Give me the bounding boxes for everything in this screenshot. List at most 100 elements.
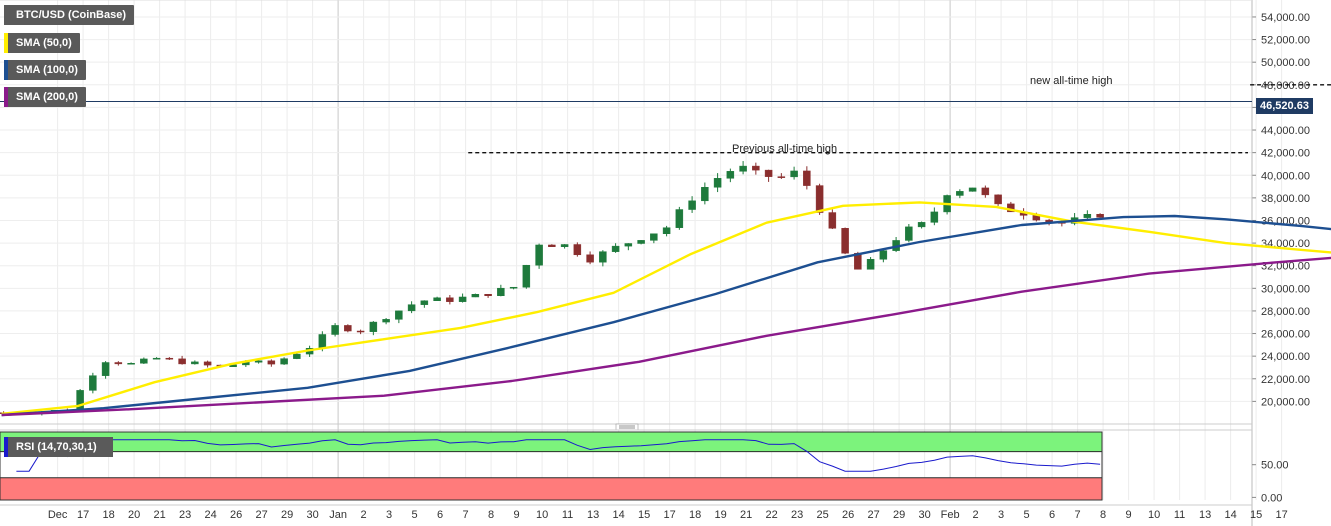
x-tick-label: 27 <box>255 509 267 521</box>
previous-ath-label: Previous all-time high <box>732 143 837 155</box>
candle-body <box>560 244 569 247</box>
y-tick-label: 40,000.00 <box>1261 170 1310 182</box>
current-price-tag: 46,520.63 <box>1256 98 1313 114</box>
candle-body <box>815 185 824 213</box>
candle-body <box>497 287 505 296</box>
candle-body <box>790 170 798 178</box>
candle-body <box>535 244 543 266</box>
x-tick-label: 18 <box>689 509 701 521</box>
candle-body <box>866 259 875 270</box>
y-tick-label: 48,000.00 <box>1261 80 1310 92</box>
candle-body <box>89 375 97 391</box>
y-tick-label: 26,000.00 <box>1261 329 1310 341</box>
x-tick-label: 2 <box>361 509 367 521</box>
candle-body <box>254 360 263 363</box>
candle-body <box>458 296 467 302</box>
candle-body <box>522 264 531 288</box>
candle-body <box>917 222 926 228</box>
sma50-label: SMA (50,0) <box>16 37 72 49</box>
candle-body <box>1096 213 1104 218</box>
candle-body <box>752 165 760 171</box>
x-tick-label: Feb <box>941 509 960 521</box>
x-tick-label: 21 <box>153 509 165 521</box>
candle-body <box>930 211 939 223</box>
sma50-swatch <box>4 33 8 53</box>
instrument-legend[interactable]: BTC/USD (CoinBase) <box>4 5 135 25</box>
candle-body <box>956 191 964 196</box>
candle-body <box>701 187 709 202</box>
candle-body <box>369 321 378 332</box>
x-tick-label: 22 <box>765 509 777 521</box>
price-plot-area <box>0 0 1252 424</box>
x-tick-label: 7 <box>1075 509 1081 521</box>
candle-body <box>152 357 161 360</box>
x-tick-label: 17 <box>77 509 89 521</box>
x-tick-label: 9 <box>514 509 520 521</box>
y-tick-label: 30,000.00 <box>1261 283 1310 295</box>
x-tick-label: 15 <box>1250 509 1262 521</box>
candle-body <box>611 245 620 252</box>
candle-body <box>203 361 212 366</box>
candle-body <box>1083 213 1092 218</box>
x-tick-label: 29 <box>281 509 293 521</box>
y-tick-label: 44,000.00 <box>1261 125 1310 137</box>
candle-body <box>331 325 339 335</box>
rsi-zone-frame <box>0 431 1103 501</box>
x-tick-label: 10 <box>536 509 548 521</box>
sma100-legend[interactable]: SMA (100,0) <box>4 60 86 80</box>
sma200-legend[interactable]: SMA (200,0) <box>4 87 86 107</box>
rsi-y-tick-label: 0.00 <box>1261 492 1282 504</box>
candle-body <box>981 187 990 196</box>
x-tick-label: 14 <box>1224 509 1236 521</box>
instrument-swatch <box>4 5 8 25</box>
candle-body <box>395 310 403 320</box>
x-tick-label: 21 <box>740 509 752 521</box>
candle-body <box>573 244 582 256</box>
candle-body <box>127 363 135 365</box>
x-tick-label: 23 <box>179 509 191 521</box>
candle-body <box>76 390 84 412</box>
candle-body <box>879 250 888 260</box>
sma100-swatch <box>4 60 8 80</box>
candle-body <box>841 228 849 254</box>
x-tick-label: Jan <box>329 509 347 521</box>
new-ath-label: new all-time high <box>1030 75 1113 87</box>
x-tick-label: 24 <box>204 509 216 521</box>
y-tick-label: 22,000.00 <box>1261 374 1310 386</box>
rsi-oversold-zone <box>0 477 1102 500</box>
candle-body <box>165 357 174 360</box>
sma100-line <box>1 214 1331 417</box>
x-tick-label: 11 <box>1174 509 1185 521</box>
candle-body <box>356 330 365 333</box>
candle-body <box>407 304 416 312</box>
rsi-label: RSI (14,70,30,1) <box>16 441 97 453</box>
candle-body <box>178 358 186 365</box>
sma50-line <box>1 201 1331 415</box>
candle-body <box>101 362 110 376</box>
x-tick-label: 30 <box>918 509 930 521</box>
x-tick-label: 3 <box>998 509 1004 521</box>
candle-body <box>688 200 696 210</box>
candle-body <box>420 300 429 305</box>
x-tick-label: 14 <box>612 509 624 521</box>
candle-body <box>713 178 722 188</box>
candle-body <box>484 294 492 296</box>
x-tick-label: 18 <box>102 509 114 521</box>
sma50-legend[interactable]: SMA (50,0) <box>4 33 80 53</box>
candle-body <box>994 194 1002 205</box>
candle-body <box>599 251 607 263</box>
x-tick-label: 27 <box>867 509 879 521</box>
sma200-swatch <box>4 87 8 107</box>
candle-body <box>968 187 977 192</box>
candles <box>0 161 1104 416</box>
x-tick-label: 17 <box>663 509 675 521</box>
x-tick-label: 13 <box>587 509 599 521</box>
x-tick-label: 8 <box>488 509 494 521</box>
rsi-legend[interactable]: RSI (14,70,30,1) <box>4 437 113 457</box>
x-tick-label: 25 <box>816 509 828 521</box>
x-tick-label: 17 <box>1275 509 1287 521</box>
x-tick-label: Dec <box>48 509 68 521</box>
x-tick-label: 7 <box>463 509 469 521</box>
